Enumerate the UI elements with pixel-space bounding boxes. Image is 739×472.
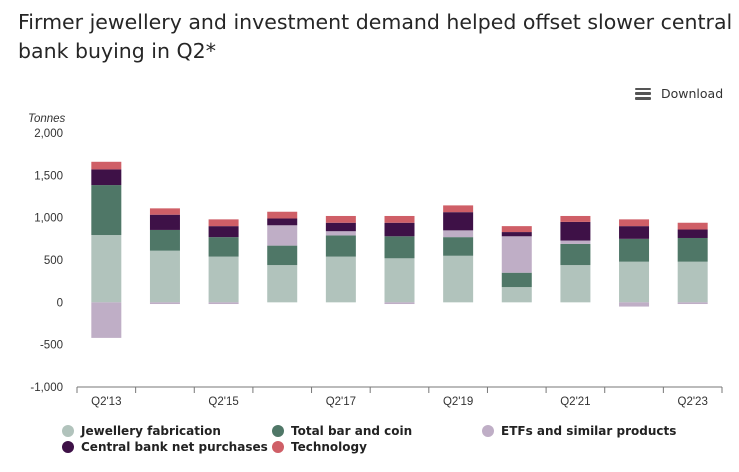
legend-swatch (272, 441, 284, 453)
bar-segment (501, 236, 532, 273)
y-tick-label: 0 (57, 297, 63, 309)
legend-item[interactable]: Jewellery fabrication (62, 424, 272, 438)
bar-segment (267, 211, 298, 219)
bar-segment (443, 230, 474, 238)
bar-segment (619, 261, 650, 303)
legend: Jewellery fabrication Total bar and coin E… (62, 424, 722, 454)
bar-segment (619, 302, 650, 307)
bar-segment (325, 215, 356, 223)
x-tick-label: Q2'13 (91, 396, 121, 408)
x-tick-label: Q2'23 (678, 396, 708, 408)
bar-segment (267, 225, 298, 246)
bar-segment (501, 272, 532, 288)
bar-segment (267, 218, 298, 226)
stacked-bar-chart: Tonnes -1,000 -500 0 500 1,000 1,500 2,000 Q2'… (28, 113, 723, 408)
bar-segment (208, 219, 239, 227)
bars-group (91, 161, 708, 338)
y-axis: -1,000 -500 0 500 1,000 1,500 2,000 (30, 128, 63, 394)
bar-segment (267, 245, 298, 266)
bar-segment (560, 243, 591, 266)
bar-segment (384, 258, 415, 303)
bar-segment (619, 219, 650, 227)
legend-label: Central bank net purchases (81, 440, 268, 454)
legend-swatch (272, 425, 284, 437)
bar-segment (677, 222, 708, 230)
bar-segment (560, 215, 591, 222)
bar-segment (208, 237, 239, 257)
y-tick-label: 2,000 (34, 128, 63, 140)
legend-label: Jewellery fabrication (81, 424, 221, 438)
download-label: Download (661, 86, 724, 101)
legend-swatch (482, 425, 494, 437)
y-tick-label: 1,000 (34, 213, 63, 225)
bar-segment (325, 256, 356, 303)
bar-segment (91, 161, 122, 170)
legend-label: Total bar and coin (291, 424, 413, 438)
y-tick-label: -1,000 (30, 382, 63, 394)
bar-segment (384, 302, 415, 305)
bar-segment (384, 215, 415, 223)
legend-item[interactable]: Technology (272, 440, 482, 454)
bar-segment (443, 255, 474, 303)
bar-segment (149, 229, 180, 251)
x-tick-label: Q2'15 (208, 396, 238, 408)
bar-segment (149, 208, 180, 215)
y-tick-label: 1,500 (34, 170, 63, 182)
bar-segment (560, 265, 591, 303)
bar-segment (560, 221, 591, 241)
bar-segment (619, 226, 650, 239)
bar-segment (208, 256, 239, 303)
bar-segment (677, 237, 708, 262)
bar-segment (384, 222, 415, 237)
bar-segment (208, 302, 239, 305)
bar-segment (384, 236, 415, 259)
hamburger-menu-icon[interactable] (635, 87, 651, 100)
bar-segment (677, 302, 708, 305)
bar-segment (443, 212, 474, 231)
bar-segment (267, 265, 298, 303)
legend-item[interactable]: ETFs and similar products (482, 424, 702, 438)
bar-segment (443, 205, 474, 213)
y-tick-label: 500 (44, 255, 63, 267)
x-axis: Q2'13 Q2'15 Q2'17 Q2'19 Q2'21 Q2'23 (76, 386, 723, 408)
legend-swatch (62, 425, 74, 437)
bar-segment (325, 222, 356, 232)
bar-segment (149, 250, 180, 303)
legend-label: ETFs and similar products (501, 424, 677, 438)
x-tick-label: Q2'21 (560, 396, 590, 408)
x-tick-label: Q2'19 (443, 396, 473, 408)
bar-segment (149, 214, 180, 230)
bar-segment (325, 231, 356, 236)
bar-segment (677, 261, 708, 303)
download-button[interactable]: Download (635, 86, 723, 101)
legend-item[interactable]: Total bar and coin (272, 424, 482, 438)
legend-swatch (62, 441, 74, 453)
y-tick-label: -500 (40, 340, 63, 352)
legend-item[interactable]: Central bank net purchases (62, 440, 272, 454)
bar-segment (501, 287, 532, 303)
chart-title: Firmer jewellery and investment demand h… (18, 10, 733, 63)
x-tick-label: Q2'17 (326, 396, 356, 408)
bar-segment (208, 226, 239, 238)
bar-segment (91, 302, 122, 338)
bar-segment (91, 235, 122, 303)
bar-segment (619, 238, 650, 262)
bar-segment (501, 232, 532, 237)
legend-label: Technology (291, 440, 367, 454)
bar-segment (91, 185, 122, 236)
bar-segment (91, 169, 122, 186)
bar-segment (677, 229, 708, 238)
bar-segment (325, 235, 356, 257)
y-axis-title: Tonnes (28, 113, 66, 125)
bar-segment (501, 226, 532, 233)
bar-segment (560, 240, 591, 244)
bar-segment (149, 302, 180, 305)
bar-segment (443, 237, 474, 256)
